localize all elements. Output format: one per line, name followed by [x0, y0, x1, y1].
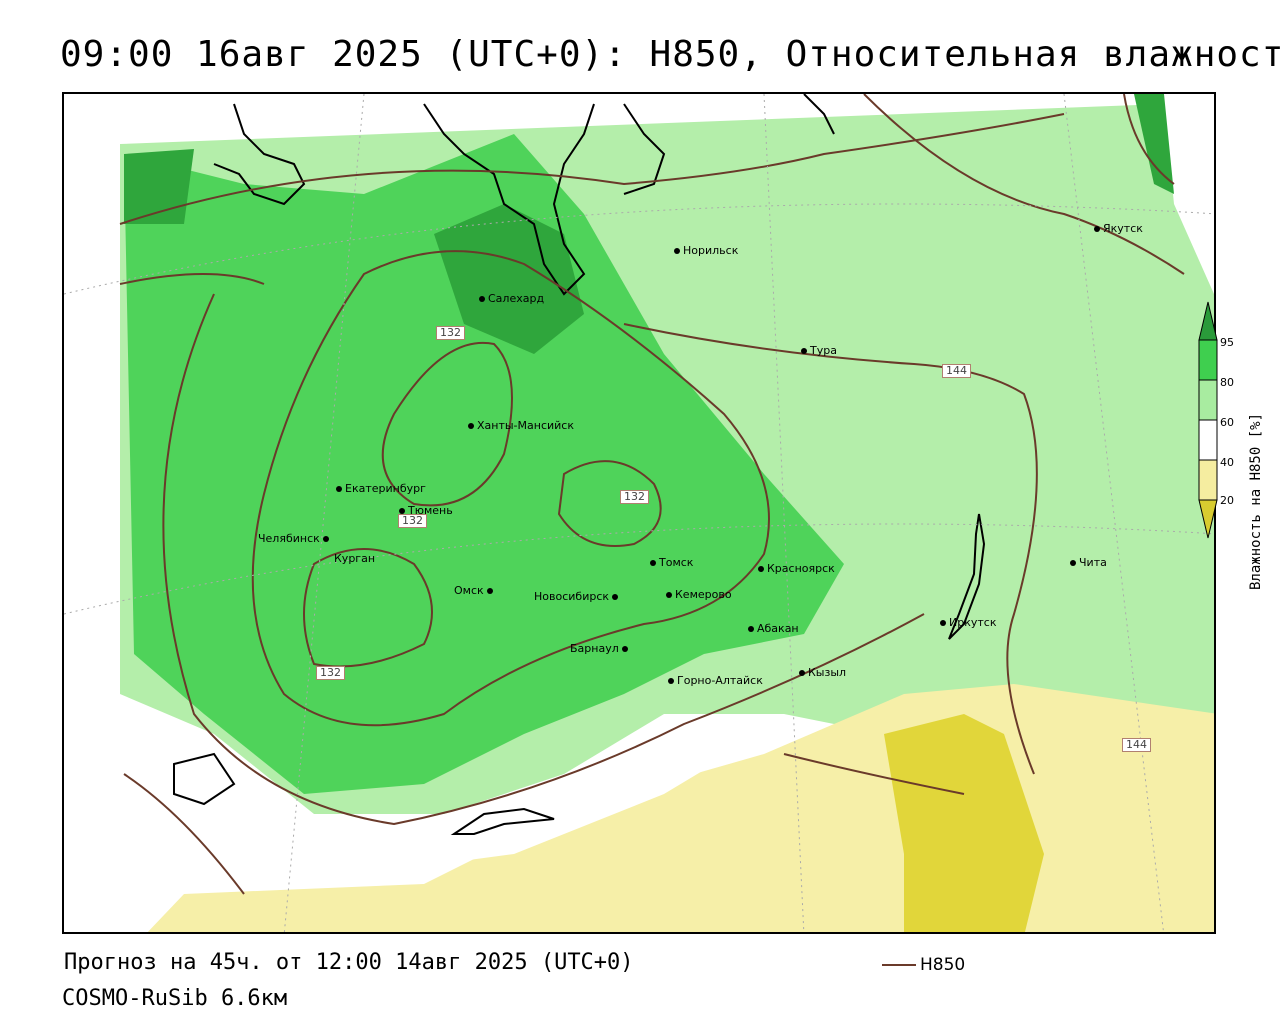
city-tura: Тура — [801, 344, 837, 357]
contour-label: 144 — [1122, 738, 1151, 752]
city-marker-icon — [1094, 226, 1100, 232]
city-norilsk: Норильск — [674, 244, 738, 257]
legend-tick-40: 40 — [1220, 456, 1234, 469]
contour-label: 132 — [398, 514, 427, 528]
contour-line-legend: H850 — [882, 955, 965, 975]
city-marker-icon — [486, 588, 493, 594]
contour-label: 132 — [436, 326, 465, 340]
legend-colorbar — [1198, 301, 1218, 539]
city-novosibirsk: Новосибирск — [534, 590, 621, 603]
city-omsk: Омск — [454, 584, 496, 597]
line-swatch-icon — [882, 964, 916, 966]
city-kurgan: Курган — [334, 552, 376, 565]
city-marker-icon — [621, 646, 628, 652]
city-marker-icon — [799, 670, 805, 676]
map-area: Якутск Норильск Салехард Тура Ханты-Манс… — [62, 92, 1216, 934]
city-marker-icon — [1070, 560, 1076, 566]
legend-tick-20: 20 — [1220, 494, 1234, 507]
model-name: COSMO-RuSib 6.6км — [62, 986, 288, 1011]
city-marker-icon — [801, 348, 807, 354]
city-tomsk: Томск — [650, 556, 693, 569]
city-abakan: Абакан — [748, 622, 799, 635]
city-yekaterinburg: Екатеринбург — [336, 482, 426, 495]
city-gorno-altaysk: Горно-Алтайск — [668, 674, 763, 687]
contour-label: 132 — [316, 666, 345, 680]
map-canvas — [64, 94, 1214, 932]
city-marker-icon — [612, 594, 619, 600]
city-marker-icon — [479, 296, 485, 302]
city-marker-icon — [322, 536, 329, 542]
city-chelyabinsk: Челябинск — [258, 532, 332, 545]
legend-tick-60: 60 — [1220, 416, 1234, 429]
city-yakutsk: Якутск — [1094, 222, 1143, 235]
city-irkutsk: Иркутск — [940, 616, 996, 629]
city-marker-icon — [650, 560, 656, 566]
legend-tick-95: 95 — [1220, 336, 1234, 349]
contour-label: 144 — [942, 364, 971, 378]
city-barnaul: Барнаул — [570, 642, 631, 655]
legend-title: Влажность на H850 [%] — [1248, 412, 1264, 590]
city-chita: Чита — [1070, 556, 1107, 569]
city-tyumen: Тюмень — [399, 504, 453, 517]
contour-label: 132 — [620, 490, 649, 504]
city-salekhard: Салехард — [479, 292, 544, 305]
map-title: 09:00 16авг 2025 (UTC+0): H850, Относите… — [60, 34, 1280, 75]
forecast-info: Прогноз на 45ч. от 12:00 14авг 2025 (UTC… — [64, 950, 634, 975]
legend-tick-80: 80 — [1220, 376, 1234, 389]
city-krasnoyarsk: Красноярск — [758, 562, 835, 575]
city-kyzyl: Кызыл — [799, 666, 846, 679]
city-marker-icon — [758, 566, 764, 572]
city-marker-icon — [674, 248, 680, 254]
city-marker-icon — [668, 678, 674, 684]
city-marker-icon — [666, 592, 672, 598]
city-marker-icon — [336, 486, 342, 492]
city-marker-icon — [468, 423, 474, 429]
city-marker-icon — [748, 626, 754, 632]
city-kemerovo: Кемерово — [666, 588, 732, 601]
city-marker-icon — [399, 508, 405, 514]
city-khanty-mansiysk: Ханты-Мансийск — [468, 419, 574, 432]
city-marker-icon — [940, 620, 946, 626]
